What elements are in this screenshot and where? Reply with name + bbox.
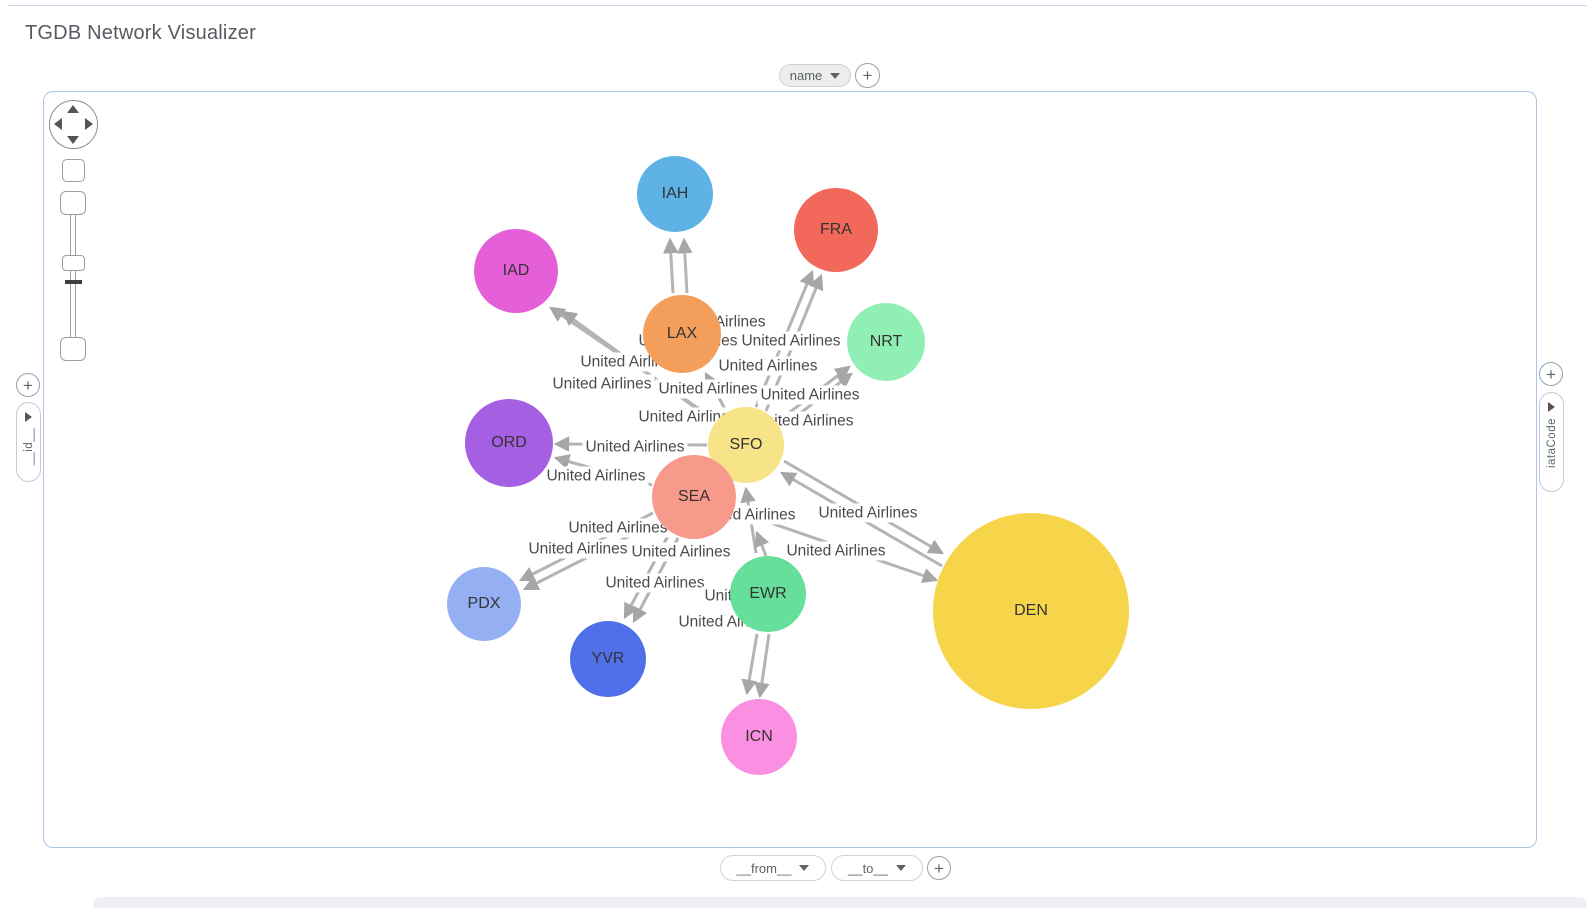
zoom-out-button[interactable] xyxy=(60,337,86,361)
graph-node-SEA[interactable]: SEA xyxy=(652,455,736,539)
pan-right-icon[interactable] xyxy=(85,118,93,130)
edge-to-dropdown-value: __to__ xyxy=(848,860,888,876)
pan-left-icon[interactable] xyxy=(54,118,62,130)
edge-from-dropdown[interactable]: __from__ xyxy=(720,855,826,881)
left-property-pill[interactable]: __id__ xyxy=(16,402,41,482)
fit-view-button[interactable] xyxy=(62,159,85,182)
page-title: TGDB Network Visualizer xyxy=(25,22,256,44)
add-vertex-label-button[interactable]: + xyxy=(855,63,880,88)
expand-right-icon xyxy=(25,412,32,422)
graph-node-label: SEA xyxy=(677,488,710,505)
pan-down-icon[interactable] xyxy=(67,136,79,144)
graph-node-NRT[interactable]: NRT xyxy=(847,303,925,381)
graph-node-ORD[interactable]: ORD xyxy=(465,399,553,487)
graph-node-label: EWR xyxy=(749,585,787,602)
chevron-down-icon xyxy=(799,865,810,871)
top-border xyxy=(8,5,1587,6)
graph-node-label: ORD xyxy=(491,434,527,451)
add-left-property-button[interactable]: + xyxy=(16,373,40,397)
graph-node-LAX[interactable]: LAX xyxy=(643,295,721,373)
right-property-pill[interactable]: iataCode xyxy=(1539,392,1564,492)
graph-node-DEN[interactable]: DEN xyxy=(933,513,1129,709)
vertex-label-dropdown[interactable]: name xyxy=(779,64,851,87)
zoom-slider-tick xyxy=(65,280,82,284)
graph-node-label: PDX xyxy=(467,595,501,612)
add-edge-label-button[interactable]: + xyxy=(927,856,951,880)
plus-icon: + xyxy=(1546,364,1556,384)
edge-from-dropdown-value: __from__ xyxy=(736,860,792,876)
graph-node-label: SFO xyxy=(729,436,763,453)
bottom-panel-edge xyxy=(93,897,1587,908)
zoom-in-button[interactable] xyxy=(60,191,86,215)
right-property-label: iataCode xyxy=(1545,418,1558,469)
chevron-down-icon xyxy=(895,865,906,871)
graph-node-ICN[interactable]: ICN xyxy=(721,699,797,775)
graph-node-label: YVR xyxy=(591,650,625,667)
graph-node-label: LAX xyxy=(666,325,698,342)
add-right-property-button[interactable]: + xyxy=(1539,362,1563,386)
plus-icon: + xyxy=(23,375,33,395)
graph-node-YVR[interactable]: YVR xyxy=(570,621,646,697)
left-property-label: __id__ xyxy=(22,428,35,466)
edge-to-dropdown[interactable]: __to__ xyxy=(831,855,923,881)
graph-node-label: NRT xyxy=(869,333,903,350)
vertex-label-dropdown-value: name xyxy=(789,68,823,83)
plus-icon: + xyxy=(934,858,944,878)
graph-node-label: IAH xyxy=(661,185,689,202)
chevron-down-icon xyxy=(830,72,841,79)
graph-node-PDX[interactable]: PDX xyxy=(447,567,521,641)
zoom-slider-handle[interactable] xyxy=(62,255,85,271)
graph-node-label: DEN xyxy=(1014,602,1048,619)
graph-node-FRA[interactable]: FRA xyxy=(794,188,878,272)
graph-node-label: FRA xyxy=(820,221,852,238)
pan-up-icon[interactable] xyxy=(67,105,79,113)
graph-node-label: ICN xyxy=(745,728,773,745)
graph-node-IAH[interactable]: IAH xyxy=(637,156,713,232)
graph-node-label: IAD xyxy=(502,262,530,279)
graph-node-IAD[interactable]: IAD xyxy=(474,229,558,313)
expand-right-icon xyxy=(1548,402,1555,412)
graph-node-EWR[interactable]: EWR xyxy=(730,556,806,632)
plus-icon: + xyxy=(862,66,873,85)
pan-control[interactable] xyxy=(49,100,98,149)
